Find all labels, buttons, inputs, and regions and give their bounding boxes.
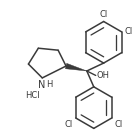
Text: H: H — [46, 80, 53, 89]
Text: Cl: Cl — [125, 27, 133, 36]
Text: Cl: Cl — [100, 10, 108, 19]
Text: Cl: Cl — [65, 120, 73, 129]
Text: N: N — [38, 80, 45, 90]
Text: Cl: Cl — [115, 120, 123, 129]
Text: OH: OH — [97, 71, 110, 80]
Polygon shape — [65, 63, 87, 71]
Text: HCl: HCl — [25, 91, 40, 100]
